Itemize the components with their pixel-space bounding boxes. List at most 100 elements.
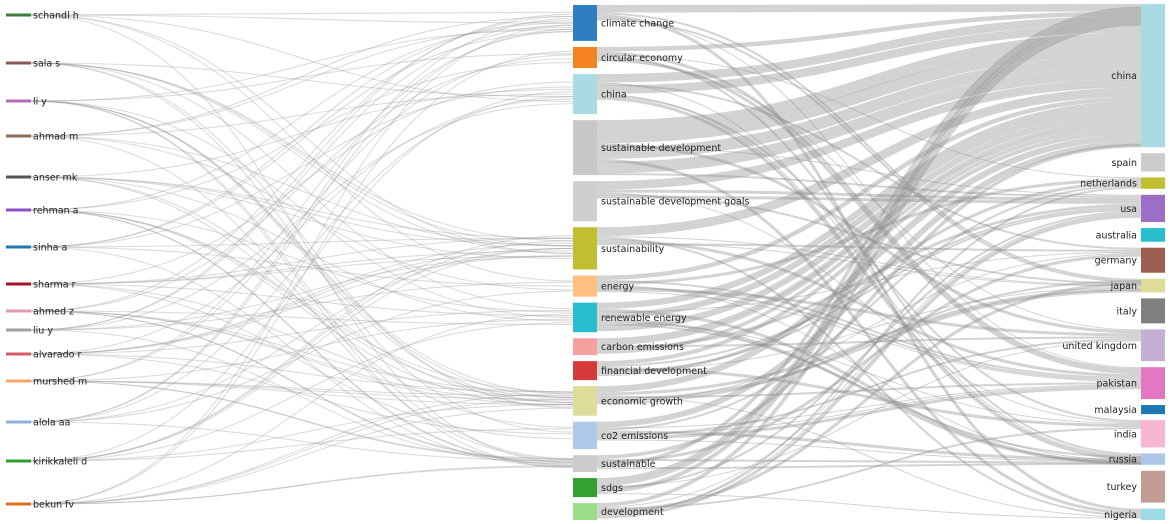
country-node-italy[interactable] — [1141, 298, 1165, 324]
flow-co2-emissions-to-china — [596, 140, 1142, 428]
author-node-schandl-h[interactable] — [6, 13, 31, 17]
keyword-node-development[interactable] — [573, 503, 597, 520]
keyword-label-sustainability: sustainability — [601, 244, 665, 255]
flow-sala-s-to-renewable-energy — [30, 62, 574, 310]
author-node-kirikkaleli-d[interactable] — [6, 459, 31, 463]
country-node-australia[interactable] — [1141, 228, 1165, 242]
flow-sinha-a-to-energy — [30, 246, 574, 287]
flow-sustainable-development-to-china — [596, 32, 1142, 132]
keyword-node-renewable-energy[interactable] — [573, 302, 597, 333]
author-label-li-y: li y — [33, 97, 47, 108]
flow-co2-emissions-to-pakistan — [596, 384, 1142, 429]
flow-climate-change-to-nigeria — [596, 14, 1142, 512]
country-node-japan[interactable] — [1141, 278, 1165, 293]
country-node-nigeria[interactable] — [1141, 508, 1165, 520]
flow-rehman-a-to-renewable-energy — [30, 209, 574, 313]
flow-co2-emissions-to-pakistan — [596, 386, 1142, 440]
keyword-node-sustainable[interactable] — [573, 455, 597, 473]
flow-ahmad-m-to-sustainability — [30, 135, 574, 247]
keyword-node-financial-development[interactable] — [573, 361, 597, 381]
flow-sharma-r-to-renewable-energy — [30, 283, 574, 317]
author-node-sharma-r[interactable] — [6, 282, 31, 286]
keyword-node-sustainability[interactable] — [573, 227, 597, 270]
flow-rehman-a-to-economic-growth — [30, 209, 574, 393]
flow-development-to-china — [596, 22, 1142, 507]
author-label-kirikkaleli-d: kirikkaleli d — [33, 457, 87, 468]
country-node-russia[interactable] — [1141, 453, 1165, 465]
flow-sustainable-development-goals-to-india — [596, 192, 1142, 424]
flow-sustainable-development-goals-to-japan — [596, 193, 1142, 285]
flow-schandl-h-to-sustainable — [30, 14, 574, 464]
keyword-node-climate-change[interactable] — [573, 5, 597, 41]
flow-economic-growth-to-nigeria — [596, 395, 1142, 518]
author-node-ahmed-z[interactable] — [6, 309, 31, 313]
flow-anser-mk-to-china — [30, 88, 574, 178]
flow-sala-s-to-sustainability — [30, 62, 574, 242]
keyword-node-circular-economy[interactable] — [573, 46, 597, 69]
flow-sala-s-to-sustainability — [30, 62, 574, 255]
country-node-usa[interactable] — [1141, 194, 1165, 223]
flow-financial-development-to-japan — [596, 286, 1142, 372]
flow-co2-emissions-to-netherlands — [596, 184, 1142, 431]
country-node-pakistan[interactable] — [1141, 367, 1165, 400]
keyword-label-financial-development: financial development — [601, 366, 707, 377]
keyword-node-sdgs[interactable] — [573, 478, 597, 498]
author-node-bekun-fv[interactable] — [6, 502, 31, 506]
keyword-node-co2-emissions[interactable] — [573, 421, 597, 450]
flow-china-to-russia — [596, 82, 1142, 457]
country-node-spain[interactable] — [1141, 153, 1165, 172]
country-label-turkey: turkey — [1107, 482, 1138, 493]
author-node-liu-y[interactable] — [6, 328, 31, 332]
keyword-node-sustainable-development-goals[interactable] — [573, 181, 597, 222]
country-node-malaysia[interactable] — [1141, 405, 1165, 415]
flow-kirikkaleli-d-to-sustainability — [30, 240, 574, 462]
flow-sinha-a-to-climate-change — [30, 20, 574, 248]
keyword-node-economic-growth[interactable] — [573, 386, 597, 416]
author-node-sinha-a[interactable] — [6, 245, 31, 249]
keyword-node-carbon-emissions[interactable] — [573, 338, 597, 356]
flow-bekun-fv-to-sustainable — [30, 466, 574, 505]
country-node-germany[interactable] — [1141, 247, 1165, 273]
author-label-murshed-m: murshed m — [33, 377, 87, 388]
flow-schandl-h-to-energy — [30, 14, 574, 282]
flow-carbon-emissions-to-china — [596, 126, 1142, 354]
flow-energy-to-netherlands — [596, 178, 1142, 285]
author-node-ahmad-m[interactable] — [6, 134, 31, 138]
country-node-india[interactable] — [1141, 420, 1165, 448]
country-node-netherlands[interactable] — [1141, 177, 1165, 189]
flow-co2-emissions-to-pakistan — [596, 385, 1142, 435]
keyword-node-sustainable-development[interactable] — [573, 120, 597, 176]
flow-economic-growth-to-japan — [596, 280, 1142, 405]
author-node-li-y[interactable] — [6, 99, 31, 103]
flow-sdgs-to-china — [596, 18, 1142, 494]
flow-development-to-india — [596, 427, 1142, 510]
flow-alola-aa-to-china — [30, 95, 574, 423]
country-node-united-kingdom[interactable] — [1141, 329, 1165, 362]
author-node-alvarado-r[interactable] — [6, 352, 31, 356]
country-node-turkey[interactable] — [1141, 470, 1165, 503]
country-label-australia: australia — [1096, 230, 1137, 241]
flow-liu-y-to-climate-change — [30, 24, 574, 331]
flow-circular-economy-to-pakistan — [596, 57, 1142, 375]
author-node-anser-mk[interactable] — [6, 175, 31, 179]
country-node-china[interactable] — [1141, 4, 1165, 148]
keyword-label-china: china — [601, 90, 627, 101]
flow-sustainability-to-pakistan — [596, 239, 1142, 378]
author-node-alola-aa[interactable] — [6, 420, 31, 424]
keyword-node-energy[interactable] — [573, 275, 597, 297]
flow-economic-growth-to-pakistan — [596, 382, 1142, 399]
flow-ahmed-z-to-climate-change — [30, 15, 574, 312]
flow-sustainable-to-germany — [596, 253, 1142, 464]
flow-sustainable-development-to-usa — [596, 173, 1142, 198]
flow-rehman-a-to-circular-economy — [30, 62, 574, 211]
flow-ahmad-m-to-climate-change — [30, 26, 574, 137]
flow-sustainable-to-china — [596, 6, 1142, 468]
flow-kirikkaleli-d-to-sustainability — [30, 247, 574, 462]
author-node-rehman-a[interactable] — [6, 208, 31, 212]
author-node-sala-s[interactable] — [6, 61, 31, 65]
author-node-murshed-m[interactable] — [6, 379, 31, 383]
flow-climate-change-to-china — [596, 4, 1142, 13]
keyword-node-china[interactable] — [573, 74, 597, 115]
country-label-china: china — [1111, 71, 1137, 82]
